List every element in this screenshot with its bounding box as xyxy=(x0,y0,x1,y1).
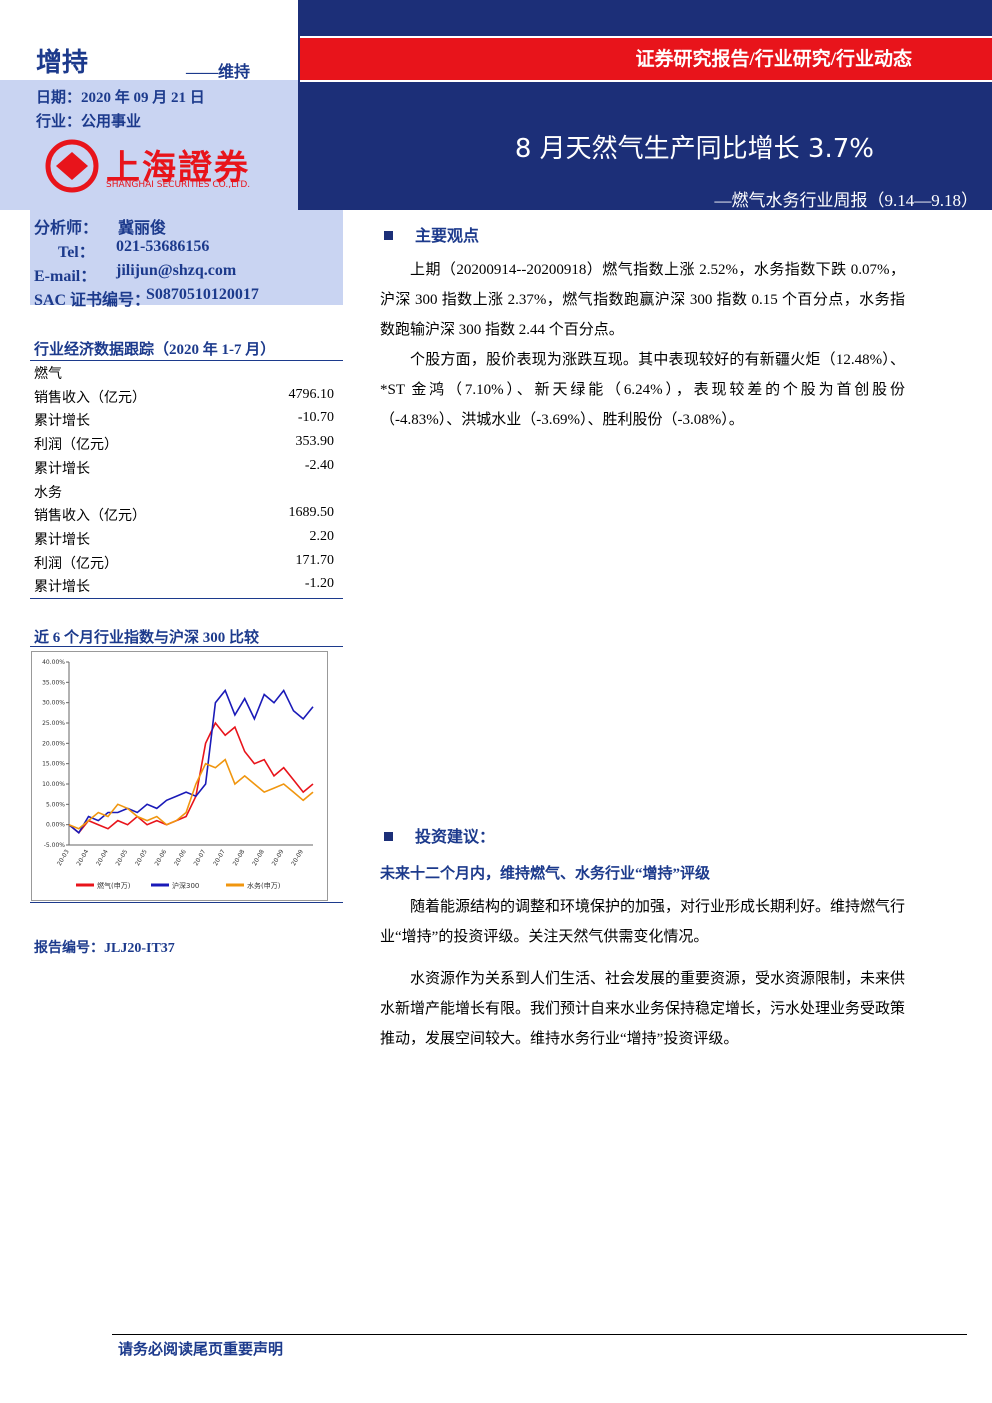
y-tick-label: 20.00% xyxy=(42,740,65,747)
legend-label: 燃气(申万) xyxy=(97,881,131,890)
report-no-label: 报告编号： xyxy=(34,941,104,956)
paragraph: 随着能源结构的调整和环境保护的加强，对行业形成长期利好。维持燃气行业“增持”的投… xyxy=(380,899,906,945)
header-band xyxy=(298,0,992,210)
footer-rule xyxy=(112,1334,967,1335)
row-label: 利润（亿元） xyxy=(34,556,118,572)
analyst-value: 冀丽俊 xyxy=(118,220,167,237)
analyst-value: jilijun@shzq.com xyxy=(116,262,237,279)
table-title: 行业经济数据跟踪（2020 年 1-7 月） xyxy=(34,342,276,358)
rule xyxy=(30,360,343,361)
analyst-value: 021-53686156 xyxy=(116,238,210,255)
logo-icon xyxy=(45,139,99,193)
rule xyxy=(30,902,343,903)
section-heading: 主要观点 xyxy=(384,222,479,246)
analyst-label: 分析师： xyxy=(34,220,99,237)
chart-title: 近 6 个月行业指数与沪深 300 比较 xyxy=(34,630,260,646)
analyst-value: S0870510120017 xyxy=(146,286,259,303)
y-tick-label: 30.00% xyxy=(42,700,65,707)
category-band xyxy=(300,36,992,82)
paragraph: 上期（20200914--20200918）燃气指数上涨 2.52%，水务指数下… xyxy=(380,262,905,338)
rule xyxy=(30,598,343,599)
info-box xyxy=(0,80,298,210)
row-value: -2.40 xyxy=(304,457,334,473)
row-label: 销售收入（亿元） xyxy=(34,509,146,525)
subtitle: —燃气水务行业周报（9.14—9.18） xyxy=(714,191,979,210)
subheading: 未来十二个月内，维持燃气、水务行业“增持”评级 xyxy=(380,866,711,882)
logo-en: SHANGHAI SECURITIES CO.,LTD. xyxy=(106,180,251,190)
section-heading: 投资建议： xyxy=(384,823,495,847)
rating: 增持 xyxy=(36,48,89,77)
date: 日期：2020 年 09 月 21 日 xyxy=(36,90,205,106)
y-tick-label: 0.00% xyxy=(46,822,65,829)
row-value: -1.20 xyxy=(304,576,334,592)
title: 8 月天然气生产同比增长 3.7% xyxy=(514,134,874,164)
row-label: 利润（亿元） xyxy=(34,438,118,454)
analyst-label: Tel： xyxy=(58,244,95,261)
row-label: 水务 xyxy=(34,485,62,501)
y-tick-label: -5.00% xyxy=(44,842,66,849)
legend-label: 水务(申万) xyxy=(247,881,281,890)
row-label: 累计增长 xyxy=(34,414,90,430)
row-label: 累计增长 xyxy=(34,532,90,548)
rating-prev: ——维持 xyxy=(186,64,251,81)
report-no: 报告编号：JLJ20-IT37 xyxy=(34,937,175,957)
row-value: 1689.50 xyxy=(288,505,335,521)
chart: -5.00% 0.00% 5.00% 10.00% 15.00% 20.00% 25.00%… xyxy=(31,651,328,901)
series-line xyxy=(68,688,314,835)
rule xyxy=(30,646,343,647)
logo-cn: 上海證券 xyxy=(106,150,250,187)
y-tick-label: 10.00% xyxy=(42,781,65,788)
series-line xyxy=(68,758,314,830)
legend-label: 沪深300 xyxy=(172,881,199,890)
row-label: 燃气 xyxy=(34,367,62,382)
industry: 行业：公用事业 xyxy=(36,114,142,130)
analyst-label: E-mail： xyxy=(34,268,97,285)
paragraph: 个股方面，股价表现为涨跌互现。其中表现较好的有新疆火炬（12.48%）、*ST … xyxy=(380,352,905,428)
row-label: 累计增长 xyxy=(34,461,90,477)
analyst-label: SAC 证书编号： xyxy=(34,292,151,309)
analyst-box xyxy=(30,210,343,305)
paragraph: 水资源作为关系到人们生活、社会发展的重要资源，受水资源限制，未来供水新增产能增长… xyxy=(380,971,906,1047)
series-line xyxy=(68,721,314,834)
row-value: -10.70 xyxy=(297,410,334,426)
row-value: 2.20 xyxy=(309,528,335,544)
row-label: 累计增长 xyxy=(34,580,90,596)
footer: 请务必阅读尾页重要声明 xyxy=(118,1342,284,1358)
row-value: 353.90 xyxy=(295,434,335,450)
section-title: 投资建议： xyxy=(415,829,496,846)
category: 证券研究报告/行业研究/行业动态 xyxy=(635,49,912,70)
row-label: 销售收入（亿元） xyxy=(34,390,146,406)
row-value: 4796.10 xyxy=(288,386,335,402)
report-no-value: JLJ20-IT37 xyxy=(104,941,175,956)
y-tick-label: 5.00% xyxy=(46,801,65,808)
y-tick-label: 40.00% xyxy=(42,659,65,666)
section-title: 主要观点 xyxy=(415,228,480,245)
row-value: 171.70 xyxy=(295,552,335,568)
y-tick-label: 25.00% xyxy=(42,720,65,727)
y-tick-label: 35.00% xyxy=(42,679,65,686)
y-tick-label: 15.00% xyxy=(42,761,65,768)
